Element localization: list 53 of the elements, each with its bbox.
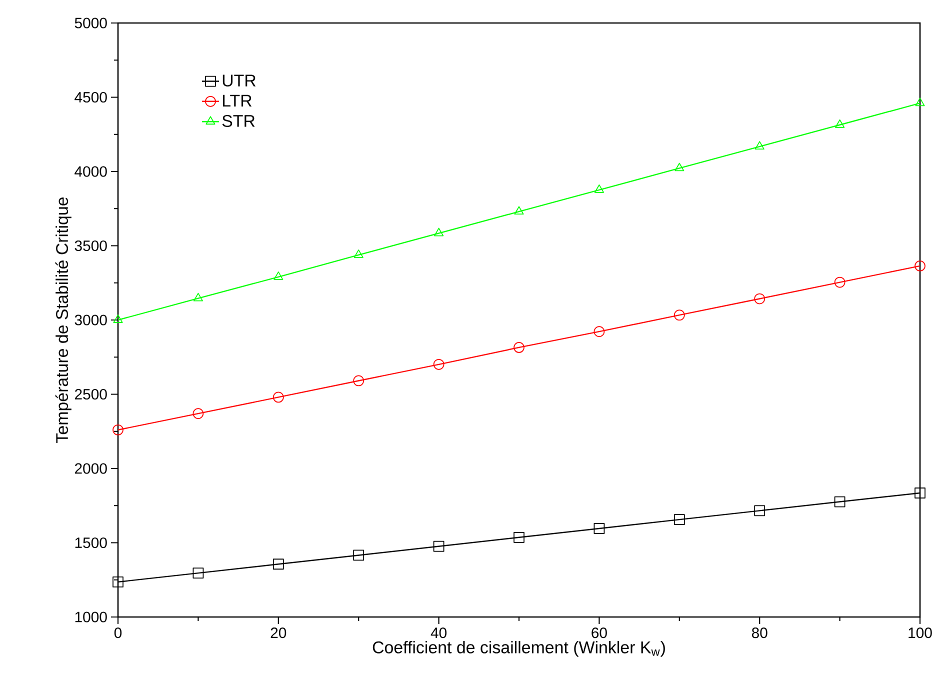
x-tick-label: 20 bbox=[270, 628, 286, 638]
point bbox=[112, 576, 124, 588]
x-tick-label: 60 bbox=[592, 628, 607, 638]
point bbox=[192, 408, 204, 420]
point bbox=[434, 228, 444, 236]
point bbox=[674, 310, 685, 321]
y-tick-label: 3500 bbox=[74, 240, 107, 252]
point bbox=[514, 342, 524, 353]
point bbox=[754, 141, 764, 150]
legend-label: UTR bbox=[222, 74, 256, 87]
point bbox=[272, 392, 284, 403]
point bbox=[112, 424, 124, 436]
point bbox=[272, 558, 284, 570]
point bbox=[754, 293, 766, 304]
point bbox=[274, 271, 284, 280]
point bbox=[834, 276, 846, 288]
x-axis-title: Coefficient de cisaillement (Winkler K$_{w}$) bbox=[372, 640, 665, 657]
x-tick-label: 100 bbox=[908, 628, 932, 638]
point bbox=[915, 98, 925, 106]
point bbox=[514, 206, 524, 215]
point bbox=[594, 184, 604, 193]
y-tick-label: 4000 bbox=[74, 166, 107, 177]
point bbox=[594, 523, 605, 534]
legend-label: STR bbox=[222, 114, 255, 127]
x-tick-label: 80 bbox=[752, 628, 768, 638]
y-tick-label: 2500 bbox=[74, 388, 107, 400]
point bbox=[834, 496, 846, 508]
y-tick-label: 1500 bbox=[75, 537, 107, 548]
point bbox=[914, 260, 926, 272]
point bbox=[353, 375, 364, 386]
y-tick-label: 3000 bbox=[74, 314, 107, 326]
x-tick-label: 40 bbox=[430, 628, 447, 638]
point bbox=[835, 119, 845, 128]
x-tick-label: 0 bbox=[114, 628, 122, 638]
point bbox=[192, 568, 204, 578]
y-tick-label: 5000 bbox=[74, 18, 107, 28]
point bbox=[354, 250, 364, 258]
point bbox=[754, 505, 766, 516]
point bbox=[433, 540, 444, 552]
point bbox=[514, 532, 524, 543]
y-tick-label: 4500 bbox=[74, 92, 107, 103]
point bbox=[594, 326, 605, 338]
point bbox=[193, 292, 203, 302]
y-tick-label: 2000 bbox=[74, 463, 107, 474]
point bbox=[113, 314, 123, 323]
y-tick-label: 1000 bbox=[75, 612, 107, 622]
legend-label: LTR bbox=[222, 94, 252, 106]
point bbox=[433, 358, 444, 370]
point bbox=[914, 488, 926, 498]
point bbox=[674, 162, 684, 172]
point bbox=[674, 514, 685, 526]
point bbox=[353, 550, 364, 561]
y-axis-title: Température de Stabilité Critique bbox=[55, 197, 72, 443]
